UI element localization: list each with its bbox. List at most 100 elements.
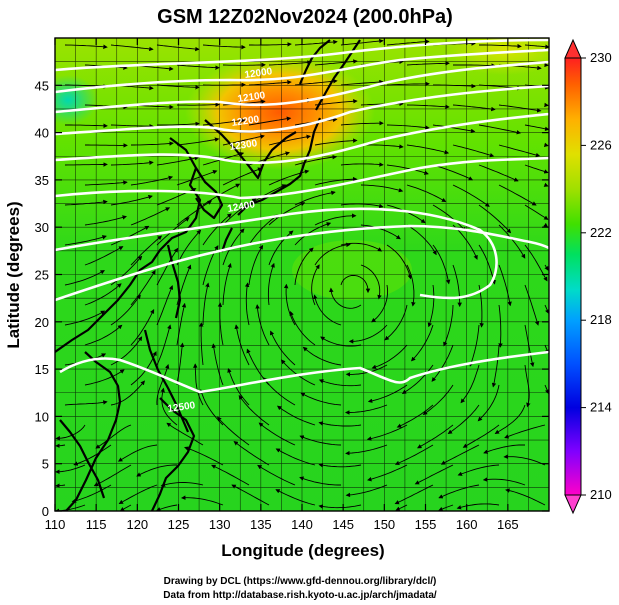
streamline (406, 184, 447, 203)
contour-label: 12400 (227, 199, 257, 215)
warm-region-east (445, 38, 549, 75)
x-axis-label: Longitude (degrees) (221, 541, 384, 560)
streamline (394, 484, 434, 505)
streamline (371, 284, 389, 323)
streamline (294, 154, 337, 166)
streamline (340, 79, 384, 86)
streamline (64, 199, 108, 206)
streamline (427, 284, 435, 328)
colorbar-tick-label: 230 (590, 50, 612, 65)
streamline (110, 160, 154, 166)
streamline (234, 324, 250, 366)
streamline (248, 116, 292, 126)
streamline (156, 44, 200, 52)
streamline (314, 176, 358, 186)
y-axis-ticks: 0 5 10 15 20 25 30 35 40 45 (35, 78, 549, 519)
streamline (283, 283, 296, 326)
streamline (255, 304, 270, 346)
streamline (299, 435, 342, 446)
contour-label: 12200 (231, 114, 261, 129)
streamline (267, 262, 275, 306)
streamline (348, 324, 388, 344)
streamline (360, 224, 401, 240)
streamline (469, 324, 480, 367)
streamline (543, 182, 549, 187)
streamline (386, 39, 430, 46)
colorbar-tick-label: 210 (590, 487, 612, 502)
streamline (71, 484, 112, 503)
streamline (268, 230, 294, 266)
x-tick-label: 120 (126, 517, 148, 532)
streamline (136, 464, 177, 477)
streamline (93, 464, 132, 487)
colorbar-tick-label: 214 (590, 400, 612, 415)
x-tick-label: 145 (332, 517, 354, 532)
streamline (396, 404, 434, 428)
streamline (503, 454, 546, 466)
streamline (524, 164, 549, 174)
streamline (406, 264, 416, 307)
streamline (198, 322, 204, 366)
streamline (498, 304, 503, 348)
streamline (456, 503, 500, 510)
streamline (360, 144, 404, 149)
streamline (491, 344, 500, 388)
streamline (498, 104, 542, 113)
streamline (432, 124, 476, 134)
streamline (494, 404, 526, 434)
streamline (524, 124, 549, 132)
streamline (268, 134, 311, 146)
x-tick-label: 140 (291, 517, 313, 532)
streamline (222, 62, 266, 68)
streamline (176, 302, 187, 346)
streamline (318, 504, 362, 509)
streamline (130, 175, 174, 186)
streamline (110, 336, 143, 366)
streamline (386, 81, 430, 87)
streamline (345, 484, 388, 498)
streamline (270, 330, 296, 366)
streamline (371, 344, 408, 369)
contour-label: 12300 (229, 138, 259, 153)
streamline (457, 464, 500, 476)
streamline (367, 384, 408, 403)
streamline (524, 44, 549, 49)
streamline (249, 42, 292, 47)
x-tick-label: 110 (45, 517, 66, 532)
streamline (156, 247, 179, 286)
colorbar-tick-label: 222 (590, 225, 612, 240)
x-tick-label: 150 (373, 517, 395, 532)
streamline (544, 304, 549, 315)
streamline (311, 264, 320, 306)
streamline (318, 379, 362, 387)
y-tick-label: 40 (35, 126, 49, 141)
streamline (452, 264, 462, 308)
streamline (314, 138, 358, 146)
streamline (244, 282, 250, 326)
streamline (360, 264, 382, 300)
y-tick-label: 25 (35, 268, 49, 283)
streamline (417, 424, 454, 449)
chart-title: GSM 12Z02Nov2024 (200.0hPa) (157, 6, 453, 28)
streamline (84, 215, 127, 226)
streamline (345, 444, 388, 456)
streamline (360, 184, 404, 193)
anticyclone-core (292, 240, 412, 300)
streamline (184, 446, 224, 466)
credit-data: Data from http://database.rish.kyoto-u.a… (163, 590, 437, 601)
streamline (64, 44, 108, 49)
streamline (110, 123, 154, 129)
streamline (433, 83, 476, 89)
streamline (483, 444, 526, 454)
streamline (156, 324, 172, 366)
streamline (329, 287, 362, 309)
streamline (524, 364, 531, 408)
streamline (156, 285, 174, 326)
streamline (294, 222, 332, 246)
streamline (299, 476, 341, 486)
streamline (55, 443, 66, 449)
streamline (478, 164, 519, 182)
streamline (276, 405, 316, 426)
streamline (160, 387, 178, 426)
streamline (478, 124, 522, 135)
